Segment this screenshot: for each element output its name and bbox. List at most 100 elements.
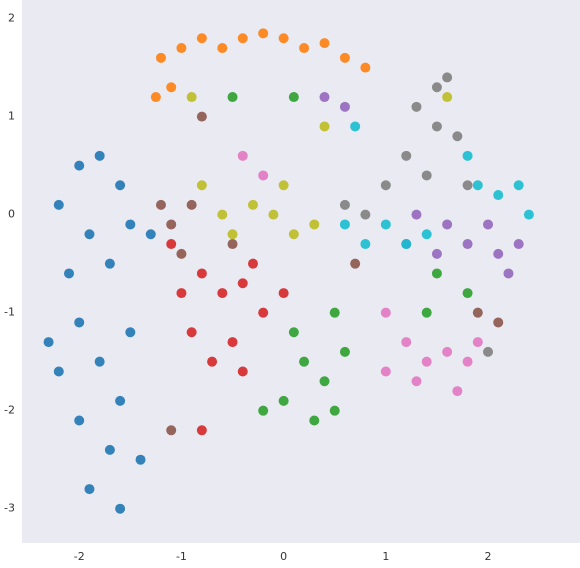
- point: [299, 43, 310, 54]
- point: [94, 356, 105, 367]
- point: [176, 43, 187, 54]
- point: [237, 278, 248, 289]
- point: [104, 444, 115, 455]
- point: [227, 92, 238, 103]
- point: [288, 229, 299, 240]
- point: [411, 209, 422, 220]
- point: [462, 150, 473, 161]
- point: [462, 239, 473, 250]
- point: [258, 307, 269, 318]
- point: [462, 288, 473, 299]
- x-tick-label: 2: [485, 550, 492, 563]
- point: [380, 180, 391, 191]
- point: [380, 307, 391, 318]
- point: [309, 219, 320, 230]
- point: [43, 337, 54, 348]
- point: [380, 366, 391, 377]
- point: [411, 101, 422, 112]
- y-tick-label: -3: [4, 502, 15, 515]
- point: [84, 229, 95, 240]
- point: [217, 288, 228, 299]
- point: [401, 150, 412, 161]
- point: [166, 82, 177, 93]
- point: [431, 248, 442, 259]
- point: [401, 337, 412, 348]
- point: [278, 33, 289, 44]
- point: [125, 327, 136, 338]
- point: [74, 415, 85, 426]
- point: [452, 131, 463, 142]
- point: [196, 425, 207, 436]
- point: [329, 405, 340, 416]
- y-tick-label: -2: [4, 404, 15, 417]
- point: [319, 121, 330, 132]
- point: [278, 288, 289, 299]
- x-tick-label: -2: [74, 550, 85, 563]
- point: [166, 219, 177, 230]
- y-tick-label: -1: [4, 306, 15, 319]
- point: [452, 386, 463, 397]
- point: [227, 229, 238, 240]
- point: [319, 38, 330, 49]
- point: [431, 121, 442, 132]
- point: [115, 395, 126, 406]
- point: [319, 92, 330, 103]
- point: [421, 356, 432, 367]
- point: [339, 199, 350, 210]
- point: [186, 199, 197, 210]
- point: [493, 190, 504, 201]
- point: [329, 307, 340, 318]
- point: [513, 180, 524, 191]
- y-tick-label: 2: [8, 12, 15, 25]
- point: [513, 239, 524, 250]
- point: [166, 239, 177, 250]
- point: [493, 317, 504, 328]
- point: [380, 219, 391, 230]
- point: [115, 503, 126, 514]
- point: [155, 52, 166, 63]
- y-tick-label: 1: [8, 110, 15, 123]
- point: [462, 356, 473, 367]
- point: [421, 229, 432, 240]
- point: [155, 199, 166, 210]
- point: [74, 160, 85, 171]
- point: [360, 209, 371, 220]
- point: [258, 405, 269, 416]
- point: [360, 62, 371, 73]
- point: [339, 219, 350, 230]
- point: [115, 180, 126, 191]
- point: [462, 180, 473, 191]
- point: [350, 121, 361, 132]
- point: [145, 229, 156, 240]
- point: [217, 209, 228, 220]
- point: [166, 425, 177, 436]
- x-tick-label: 1: [382, 550, 389, 563]
- y-tick-label: 0: [8, 208, 15, 221]
- plot-area: [22, 0, 580, 543]
- x-tick-label: 0: [280, 550, 287, 563]
- point: [247, 258, 258, 269]
- point: [196, 180, 207, 191]
- point: [196, 111, 207, 122]
- point: [472, 180, 483, 191]
- point: [176, 248, 187, 259]
- point: [237, 150, 248, 161]
- point: [431, 82, 442, 93]
- point: [186, 327, 197, 338]
- point: [268, 209, 279, 220]
- point: [442, 346, 453, 357]
- point: [288, 92, 299, 103]
- point: [472, 337, 483, 348]
- point: [207, 356, 218, 367]
- point: [237, 366, 248, 377]
- point: [431, 268, 442, 279]
- point: [64, 268, 75, 279]
- point: [53, 199, 64, 210]
- point: [53, 366, 64, 377]
- point: [186, 92, 197, 103]
- point: [350, 258, 361, 269]
- point: [360, 239, 371, 250]
- point: [258, 28, 269, 39]
- point: [247, 199, 258, 210]
